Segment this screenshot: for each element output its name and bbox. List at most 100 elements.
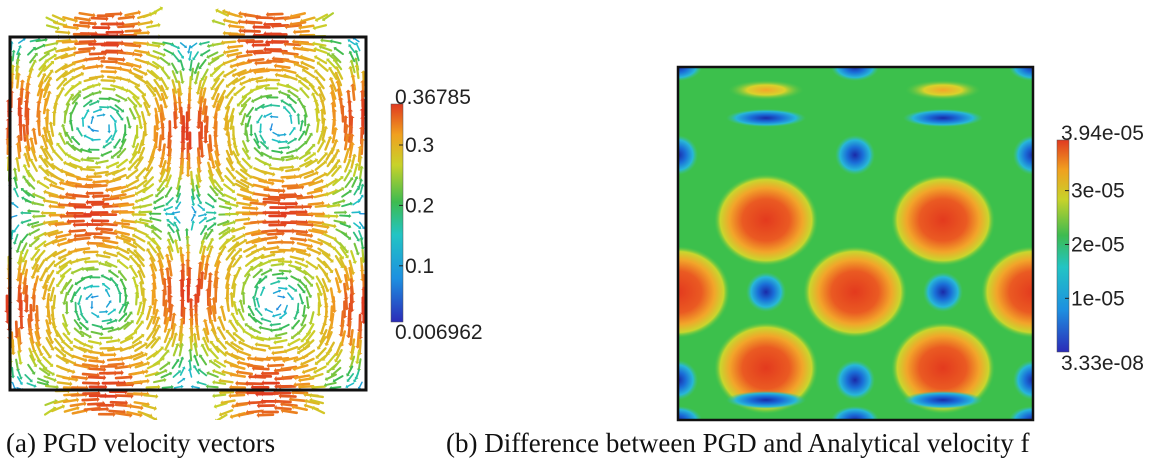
- velocity-arrow: [269, 250, 285, 254]
- velocity-arrowhead: [148, 263, 155, 267]
- velocity-arrowhead: [281, 271, 285, 276]
- heatmap-coldspot: [835, 135, 875, 175]
- velocity-arrow: [327, 59, 337, 70]
- velocity-arrowhead: [354, 361, 360, 365]
- velocity-arrow: [72, 23, 90, 28]
- velocity-arrow: [236, 201, 251, 207]
- velocity-arrowhead: [292, 45, 296, 52]
- velocity-arrow: [152, 230, 162, 240]
- velocity-arrowhead: [303, 77, 307, 81]
- velocity-arrow: [42, 345, 51, 358]
- heatmap-hotspot: [981, 246, 1033, 338]
- velocity-arrowhead: [243, 176, 248, 181]
- colorbar-a-tick-label: 0.1: [405, 255, 434, 278]
- velocity-arrowhead: [95, 252, 99, 258]
- velocity-arrow: [55, 221, 72, 226]
- velocity-arrow: [69, 162, 83, 169]
- velocity-arrowhead: [52, 149, 57, 154]
- velocity-arrowhead: [159, 6, 163, 11]
- velocity-arrow: [211, 306, 217, 322]
- velocity-arrowhead: [322, 17, 326, 22]
- velocity-arrowhead: [347, 236, 352, 240]
- velocity-arrow: [60, 181, 76, 188]
- velocity-arrow: [163, 329, 171, 344]
- velocity-arrow: [109, 105, 118, 112]
- velocity-arrowhead: [136, 95, 140, 100]
- velocity-arrowhead: [38, 154, 43, 159]
- velocity-arrow: [274, 399, 292, 404]
- velocity-arrow: [269, 167, 283, 171]
- velocity-arrowhead: [70, 93, 75, 97]
- velocity-arrow: [196, 194, 202, 204]
- velocity-arrow: [105, 301, 111, 308]
- velocity-arrow: [146, 43, 160, 48]
- velocity-arrowhead: [48, 203, 52, 210]
- velocity-arrow: [53, 248, 67, 257]
- velocity-arrowhead: [301, 314, 306, 318]
- velocity-arrowhead: [90, 128, 94, 132]
- velocity-arrowhead: [285, 139, 289, 144]
- velocity-arrowhead: [243, 12, 247, 18]
- velocity-arrow: [179, 42, 186, 48]
- velocity-arrow: [267, 178, 284, 183]
- velocity-arrowhead: [39, 88, 45, 92]
- velocity-arrow: [88, 367, 106, 371]
- velocity-arrow: [172, 53, 180, 62]
- velocity-arrowhead: [199, 52, 204, 57]
- velocity-arrow: [66, 284, 74, 295]
- velocity-arrowhead: [229, 63, 233, 69]
- velocity-arrow: [71, 136, 81, 146]
- velocity-arrow: [55, 71, 68, 82]
- velocity-arrowhead: [121, 29, 125, 36]
- velocity-arrowhead: [155, 252, 161, 256]
- velocity-arrow: [307, 201, 324, 206]
- velocity-arrowhead: [177, 45, 181, 50]
- velocity-arrowhead: [213, 198, 217, 203]
- velocity-arrowhead: [323, 382, 327, 388]
- velocity-arrowhead: [46, 90, 52, 94]
- velocity-arrowhead: [300, 60, 304, 66]
- velocity-arrowhead: [96, 99, 100, 104]
- velocity-arrow: [12, 202, 19, 209]
- velocity-arrow: [190, 327, 194, 343]
- velocity-arrowhead: [34, 246, 38, 251]
- velocity-arrowhead: [196, 194, 202, 198]
- velocity-arrowhead: [42, 64, 47, 69]
- velocity-arrow: [270, 257, 284, 262]
- heatmap-hotspot: [891, 322, 995, 414]
- velocity-arrowhead: [30, 200, 34, 206]
- velocity-arrowhead: [185, 250, 191, 254]
- velocity-arrowhead: [167, 62, 171, 66]
- velocity-arrow: [201, 344, 209, 357]
- velocity-arrowhead: [188, 326, 195, 330]
- velocity-arrow: [139, 203, 153, 208]
- velocity-arrowhead: [177, 59, 181, 63]
- velocity-arrowhead: [53, 377, 57, 383]
- velocity-arrow: [101, 150, 113, 157]
- velocity-arrowhead: [310, 92, 316, 96]
- velocity-arrow: [44, 177, 58, 186]
- velocity-arrow: [241, 112, 247, 125]
- velocity-arrowhead: [269, 328, 273, 333]
- velocity-arrowhead: [332, 58, 337, 62]
- velocity-arrow: [214, 253, 222, 267]
- velocity-arrowhead: [16, 52, 22, 56]
- velocity-arrow: [303, 276, 313, 286]
- velocity-arrowhead: [335, 148, 341, 153]
- velocity-arrow: [321, 277, 329, 292]
- velocity-arrow: [247, 364, 265, 369]
- velocity-arrowhead: [179, 298, 186, 301]
- velocity-arrowhead: [60, 123, 66, 127]
- velocity-arrowhead: [184, 227, 189, 231]
- velocity-arrow: [121, 219, 137, 224]
- velocity-arrow: [74, 286, 82, 296]
- velocity-arrow: [218, 239, 229, 251]
- velocity-arrow: [66, 142, 76, 151]
- velocity-arrowhead: [65, 179, 69, 185]
- velocity-arrowhead: [135, 175, 140, 180]
- velocity-arrowhead: [155, 393, 159, 399]
- velocity-arrowhead: [179, 253, 186, 256]
- velocity-arrow: [35, 38, 47, 43]
- velocity-arrowhead: [70, 270, 74, 275]
- velocity-arrow: [157, 179, 166, 191]
